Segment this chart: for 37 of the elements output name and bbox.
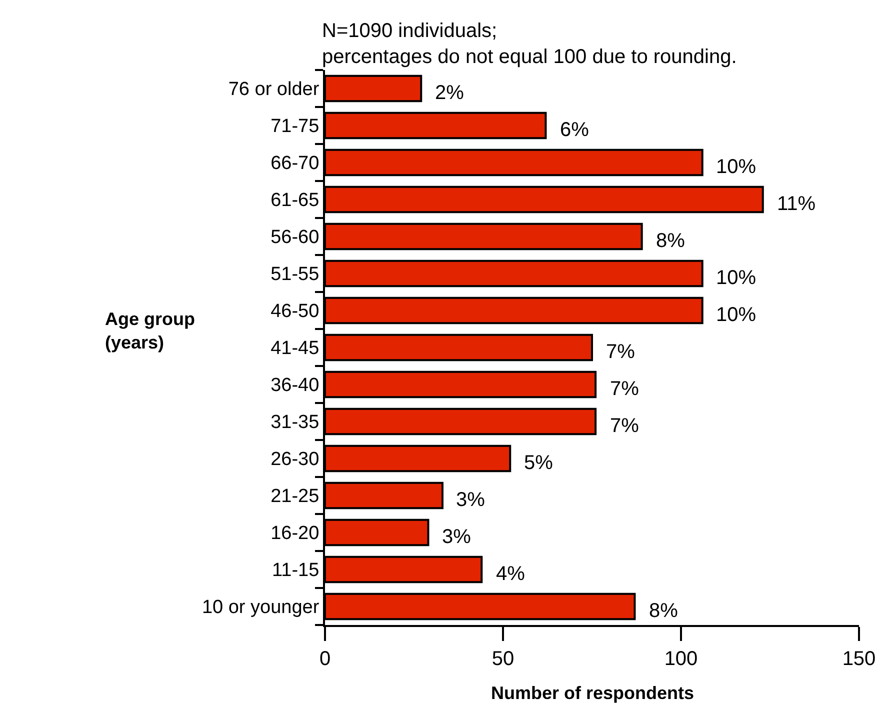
x-tick-label: 0 (319, 648, 331, 670)
y-tick-label: 51-55 (270, 264, 320, 286)
y-tick-label: 46-50 (270, 301, 320, 322)
annotation: 3% (456, 489, 486, 511)
y-tick-label: 66-70 (270, 153, 320, 174)
annotation: 11% (777, 193, 816, 215)
y-tick-label: 61-65 (270, 190, 320, 212)
annotation: 8% (656, 230, 686, 252)
y-tick-label: 76 or older (228, 79, 320, 100)
y-tick-label: 26-30 (270, 449, 320, 470)
annotation: 10% (716, 267, 756, 289)
y-tick-label: 11-15 (272, 560, 320, 582)
x-tick-label: 50 (492, 648, 514, 670)
y-tick-label: 10 or younger (202, 597, 320, 618)
annotation: 3% (442, 526, 472, 548)
y-tick-label: 36-40 (270, 375, 320, 396)
y-axis-title: Age group (years) (105, 309, 195, 352)
y-tick-label: 71-75 (270, 116, 320, 138)
annotation: 10% (716, 304, 756, 326)
annotation: 7% (610, 415, 640, 437)
annotation: 2% (435, 82, 464, 104)
x-tick-label: 150 (842, 648, 876, 670)
y-tick-label: 31-35 (270, 412, 320, 434)
y-tick-label: 56-60 (270, 227, 320, 248)
annotation: 6% (560, 119, 590, 141)
annotation: 4% (496, 563, 526, 585)
text: N=1090 individuals; percentages do not equal 100 due to rounding. (322, 20, 737, 68)
annotation: 8% (649, 600, 678, 622)
annotation: 10% (716, 156, 756, 178)
annotation: 7% (610, 378, 640, 400)
y-tick-label: 41-45 (270, 338, 320, 360)
y-tick-label: 21-25 (270, 486, 320, 508)
x-tick-label: 100 (664, 648, 698, 670)
y-tick-label: 16-20 (270, 523, 320, 544)
annotation: 5% (524, 452, 554, 474)
x-axis-title: Number of respondents (491, 683, 694, 703)
annotation: 7% (606, 341, 636, 363)
